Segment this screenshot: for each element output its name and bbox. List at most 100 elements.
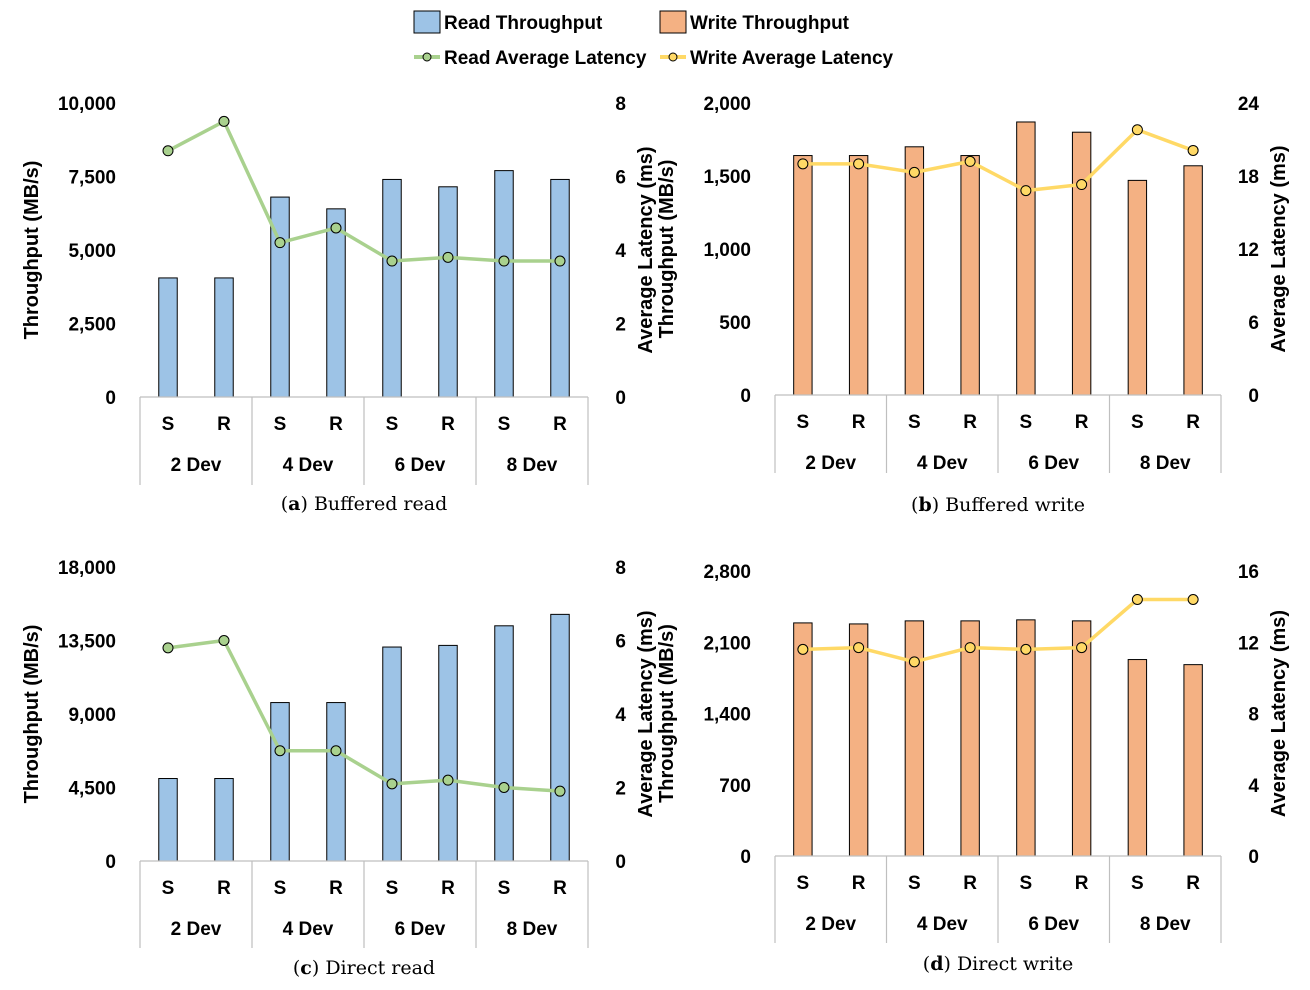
- bar-r-4-dev[interactable]: [326, 702, 346, 862]
- bar-s-2-dev[interactable]: [793, 622, 813, 857]
- x-group-label: 4 Dev: [283, 455, 334, 476]
- latency-point[interactable]: [1131, 124, 1143, 136]
- y2-tick-label: 4: [1248, 776, 1259, 797]
- bar-r-6-dev[interactable]: [1071, 620, 1092, 857]
- y-tick-label: 18,000: [58, 558, 116, 579]
- bar-r-8-dev[interactable]: [1183, 165, 1203, 396]
- latency-point[interactable]: [1187, 594, 1199, 605]
- x-subcategory-label: R: [553, 414, 567, 435]
- x-group-label: 6 Dev: [395, 919, 446, 940]
- latency-point[interactable]: [330, 745, 342, 757]
- latency-point[interactable]: [218, 635, 230, 646]
- latency-point[interactable]: [274, 237, 286, 249]
- latency-point[interactable]: [908, 656, 920, 668]
- latency-point[interactable]: [274, 745, 286, 757]
- x-subcategory-label: R: [441, 414, 455, 435]
- x-subcategory-label: R: [1186, 412, 1200, 433]
- bar-s-8-dev[interactable]: [1127, 179, 1148, 396]
- legend-item-read-latency[interactable]: Read Average Latency: [414, 48, 647, 69]
- latency-point[interactable]: [908, 166, 920, 178]
- y2-axis-title: Average Latency (ms): [635, 146, 657, 353]
- bar-r-4-dev[interactable]: [960, 620, 980, 857]
- bar-r-2-dev[interactable]: [848, 155, 869, 396]
- legend-item-write-throughput[interactable]: Write Throughput: [659, 10, 850, 34]
- legend-swatch-read-throughput: [413, 10, 441, 34]
- legend: Read Throughput Write Throughput Read Av…: [413, 10, 894, 69]
- latency-point[interactable]: [498, 782, 510, 793]
- bar-r-4-dev[interactable]: [326, 208, 346, 398]
- chart-panel-d: 0 700 1,400 2,100 2,800 0 4 8 12 16 Throughput (MB…: [656, 562, 1290, 975]
- latency-point[interactable]: [797, 643, 809, 655]
- bar-s-8-dev[interactable]: [494, 625, 514, 862]
- bar-s-4-dev[interactable]: [904, 146, 925, 396]
- y-axis-title: Throughput (MB/s): [656, 160, 678, 339]
- y-tick-label: 700: [719, 776, 751, 797]
- latency-point[interactable]: [386, 255, 398, 267]
- y-tick-label: 2,800: [703, 562, 751, 583]
- latency-point[interactable]: [498, 255, 510, 267]
- latency-point[interactable]: [853, 158, 865, 170]
- bar-r-2-dev[interactable]: [848, 623, 869, 857]
- latency-point[interactable]: [1020, 643, 1032, 655]
- y2-tick-label: 8: [1248, 705, 1259, 726]
- latency-point[interactable]: [1131, 594, 1143, 605]
- caption-text: Buffered write: [945, 494, 1085, 516]
- caption-paren-open: (: [281, 493, 288, 515]
- x-subcategory-label: S: [386, 878, 399, 899]
- y-axis-title: Throughput (MB/s): [21, 161, 43, 340]
- bar-s-8-dev[interactable]: [1127, 659, 1148, 857]
- bar-r-6-dev[interactable]: [438, 186, 458, 398]
- bar-s-6-dev[interactable]: [382, 646, 402, 862]
- bar-r-8-dev[interactable]: [550, 613, 570, 862]
- latency-point[interactable]: [162, 145, 174, 157]
- latency-point[interactable]: [853, 642, 865, 654]
- bar-s-6-dev[interactable]: [382, 178, 402, 398]
- bar-r-6-dev[interactable]: [438, 644, 458, 862]
- x-subcategory-label: S: [797, 873, 810, 894]
- latency-point[interactable]: [1020, 185, 1032, 197]
- latency-point[interactable]: [1076, 642, 1088, 654]
- latency-point[interactable]: [386, 778, 398, 790]
- caption-text: Direct write: [957, 953, 1073, 975]
- latency-point[interactable]: [1187, 144, 1199, 156]
- bar-r-2-dev[interactable]: [214, 778, 234, 862]
- latency-point[interactable]: [964, 155, 976, 167]
- bar-r-8-dev[interactable]: [550, 178, 570, 398]
- bar-r-6-dev[interactable]: [1071, 131, 1092, 396]
- latency-point[interactable]: [1076, 179, 1088, 191]
- bar-r-4-dev[interactable]: [960, 155, 980, 396]
- x-subcategory-label: R: [963, 873, 977, 894]
- latency-point[interactable]: [218, 115, 230, 127]
- latency-point[interactable]: [964, 642, 976, 654]
- bar-s-4-dev[interactable]: [904, 620, 925, 857]
- bar-s-6-dev[interactable]: [1016, 619, 1036, 857]
- latency-point[interactable]: [554, 255, 566, 267]
- caption-label: a: [288, 493, 300, 515]
- bar-s-2-dev[interactable]: [158, 778, 178, 862]
- latency-point[interactable]: [330, 222, 342, 234]
- bar-s-8-dev[interactable]: [494, 170, 514, 398]
- x-group-label: 8 Dev: [1140, 453, 1191, 474]
- latency-point[interactable]: [442, 251, 454, 263]
- y-axis-title: Throughput (MB/s): [21, 625, 43, 804]
- bar-r-8-dev[interactable]: [1183, 664, 1203, 857]
- x-subcategory-label: S: [1131, 873, 1144, 894]
- latency-point[interactable]: [797, 158, 809, 170]
- bar-s-6-dev[interactable]: [1016, 121, 1036, 396]
- bar-s-4-dev[interactable]: [270, 702, 290, 862]
- bar-s-2-dev[interactable]: [158, 277, 178, 398]
- legend-label-write-latency: Write Average Latency: [690, 48, 894, 69]
- legend-label-write-throughput: Write Throughput: [690, 13, 850, 34]
- bar-r-2-dev[interactable]: [214, 277, 234, 398]
- legend-item-write-latency[interactable]: Write Average Latency: [660, 48, 894, 69]
- legend-marker-write-latency: [668, 52, 678, 62]
- x-subcategory-label: S: [908, 873, 921, 894]
- bar-s-2-dev[interactable]: [793, 155, 813, 396]
- latency-point[interactable]: [554, 785, 566, 797]
- latency-point[interactable]: [162, 642, 174, 654]
- latency-point[interactable]: [442, 774, 454, 786]
- legend-item-read-throughput[interactable]: Read Throughput: [413, 10, 603, 34]
- y2-tick-label: 12: [1238, 633, 1259, 654]
- x-group-label: 2 Dev: [171, 455, 222, 476]
